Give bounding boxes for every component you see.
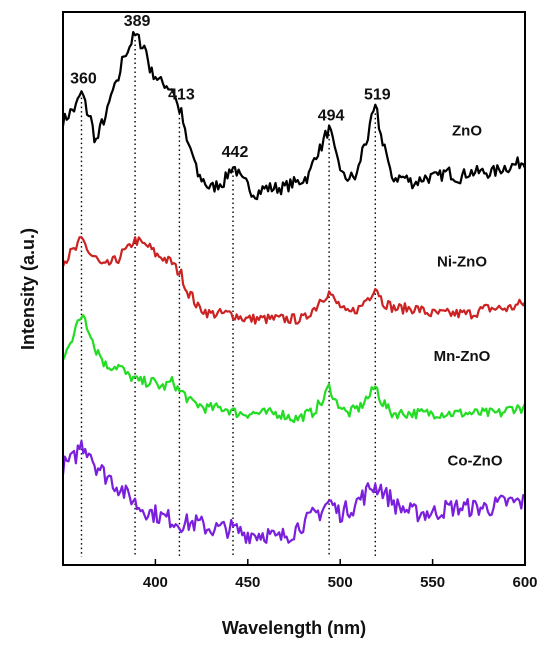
peak-label: 494: [318, 107, 345, 124]
x-tick-label: 600: [512, 574, 537, 591]
series-line: [62, 314, 526, 424]
peak-label: 360: [70, 71, 97, 88]
peak-labels: 360 389 413 442 494 519: [70, 13, 391, 161]
series-label: Co-ZnO: [448, 453, 503, 470]
series-line: [61, 236, 526, 325]
series-labels: ZnO Ni-ZnO Mn-ZnO Co-ZnO: [434, 123, 503, 470]
series-line: [61, 439, 526, 545]
series-label: Ni-ZnO: [437, 254, 487, 271]
series-label: ZnO: [452, 123, 482, 140]
peak-label: 519: [364, 86, 391, 103]
x-axis-ticks: 400 450 500 550 600: [143, 559, 538, 591]
plot-frame: [62, 11, 526, 566]
x-tick-label: 500: [328, 574, 353, 591]
y-axis-title: Intensity (a.u.): [18, 228, 38, 350]
peak-label: 442: [222, 144, 249, 161]
series-label: Mn-ZnO: [434, 348, 491, 365]
peak-label: 389: [124, 13, 151, 30]
x-tick-label: 450: [235, 574, 260, 591]
x-tick-label: 550: [420, 574, 445, 591]
x-tick-label: 400: [143, 574, 168, 591]
spectra-lines: [61, 31, 526, 545]
series-line: [61, 31, 526, 201]
peak-label: 413: [168, 86, 195, 103]
x-axis-title: Wavelength (nm): [222, 618, 366, 638]
